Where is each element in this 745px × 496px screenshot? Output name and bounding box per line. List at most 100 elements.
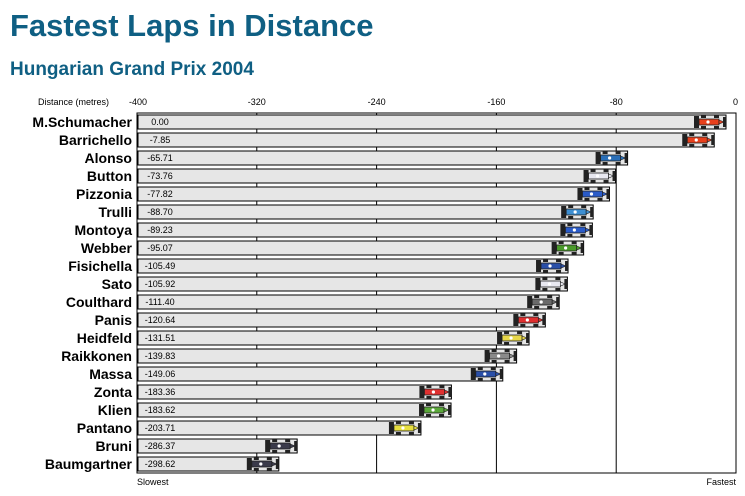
- driver-label: Trulli: [99, 204, 132, 220]
- bar-value-label: -286.37: [145, 441, 176, 451]
- driver-label: Fisichella: [68, 258, 132, 274]
- bar: [137, 330, 530, 346]
- bar-value-label: -111.40: [145, 297, 174, 307]
- bar-row: Klien -183.62: [98, 402, 452, 418]
- bar-row: Alonso -65.71: [85, 150, 629, 166]
- driver-label: Montoya: [74, 222, 132, 238]
- bar-value-label: -183.62: [145, 405, 176, 415]
- bar-value-label: -77.82: [147, 189, 173, 199]
- driver-label: Pantano: [77, 420, 132, 436]
- car-icon: [388, 421, 421, 435]
- bar: [137, 276, 568, 292]
- driver-label: Massa: [89, 366, 132, 382]
- driver-label: Heidfeld: [77, 330, 132, 346]
- driver-label: Bruni: [95, 438, 132, 454]
- bar-value-label: -120.64: [145, 315, 176, 325]
- driver-label: Zonta: [94, 384, 132, 400]
- bar: [137, 204, 594, 220]
- bar-row: Button -73.76: [87, 168, 617, 184]
- bar-row: Pizzonia -77.82: [76, 186, 610, 202]
- bar-row: Panis -120.64: [95, 312, 546, 328]
- x-tick-labels: -400 -320 -240 -160 -80 0: [129, 97, 738, 107]
- driver-label: Panis: [95, 312, 133, 328]
- car-icon: [484, 349, 517, 363]
- driver-label: Coulthard: [66, 294, 132, 310]
- bar-value-label: -149.06: [145, 369, 176, 379]
- car-icon: [551, 241, 584, 255]
- car-icon: [583, 169, 616, 183]
- bar-row: Barrichello -7.85: [59, 132, 715, 148]
- bar-value-label: -298.62: [145, 459, 176, 469]
- car-icon: [561, 205, 594, 219]
- x-tick-label: -80: [610, 97, 623, 107]
- driver-label: Raikkonen: [61, 348, 132, 364]
- bar-value-label: -203.71: [145, 423, 176, 433]
- bar-row: Sato -105.92: [102, 276, 568, 292]
- bar-value-label: -88.70: [147, 207, 173, 217]
- bar: [137, 168, 617, 184]
- slowest-label: Slowest: [137, 477, 169, 487]
- driver-label: Sato: [102, 276, 132, 292]
- driver-label: Barrichello: [59, 132, 132, 148]
- fastest-label: Fastest: [706, 477, 736, 487]
- bar-value-label: -95.07: [147, 243, 173, 253]
- driver-label: Klien: [98, 402, 132, 418]
- bar-value-label: -105.49: [145, 261, 176, 271]
- bar-row: Montoya -89.23: [74, 222, 593, 238]
- driver-label: Baumgartner: [45, 456, 133, 472]
- car-icon: [419, 385, 452, 399]
- gridlines: [256, 113, 617, 473]
- bar-row: Pantano -203.71: [77, 420, 422, 436]
- bar-row: Raikkonen -139.83: [61, 348, 518, 364]
- bar-row: M.Schumacher 0.00: [32, 114, 727, 130]
- bar-value-label: -139.83: [145, 351, 176, 361]
- bar-row: Trulli -88.70: [99, 204, 594, 220]
- bar-value-label: -7.85: [150, 135, 171, 145]
- bar: [137, 402, 452, 418]
- car-icon: [527, 295, 560, 309]
- driver-label: Alonso: [85, 150, 132, 166]
- x-tick-label: -160: [487, 97, 505, 107]
- bar-value-label: -89.23: [147, 225, 173, 235]
- bar-row: Baumgartner -298.62: [45, 456, 280, 472]
- x-axis-label: Distance (metres): [38, 97, 109, 107]
- bar: [137, 384, 452, 400]
- chart-title: Fastest Laps in Distance: [10, 8, 374, 43]
- bar-value-label: -73.76: [147, 171, 173, 181]
- x-tick-label: -240: [368, 97, 386, 107]
- car-icon: [560, 223, 593, 237]
- bar-row: Fisichella -105.49: [68, 258, 569, 274]
- bar-value-label: -65.71: [147, 153, 173, 163]
- car-icon: [470, 367, 503, 381]
- bar: [137, 366, 504, 382]
- car-icon: [535, 277, 568, 291]
- car-icon: [682, 133, 715, 147]
- car-icon: [694, 115, 726, 129]
- chart-subtitle: Hungarian Grand Prix 2004: [10, 59, 254, 80]
- bar-row: Coulthard -111.40: [66, 294, 560, 310]
- bar: [137, 186, 610, 202]
- bar-row: Bruni -286.37: [95, 438, 298, 454]
- bar-row: Heidfeld -131.51: [77, 330, 530, 346]
- car-icon: [513, 313, 546, 327]
- bar-value-label: 0.00: [151, 117, 169, 127]
- bar: [137, 294, 560, 310]
- driver-label: Webber: [81, 240, 133, 256]
- driver-label: Pizzonia: [76, 186, 132, 202]
- car-icon: [246, 457, 279, 471]
- bar-row: Webber -95.07: [81, 240, 585, 256]
- bar: [137, 150, 629, 166]
- bar: [137, 258, 569, 274]
- bar-value-label: -183.36: [145, 387, 176, 397]
- car-icon: [577, 187, 610, 201]
- x-tick-label: -320: [248, 97, 266, 107]
- x-tick-label: 0: [733, 97, 738, 107]
- car-icon: [536, 259, 569, 273]
- driver-label: M.Schumacher: [32, 114, 132, 130]
- car-icon: [595, 151, 628, 165]
- driver-label: Button: [87, 168, 132, 184]
- plot-frame: [136, 112, 737, 474]
- bar: [137, 348, 518, 364]
- bar-value-label: -131.51: [145, 333, 176, 343]
